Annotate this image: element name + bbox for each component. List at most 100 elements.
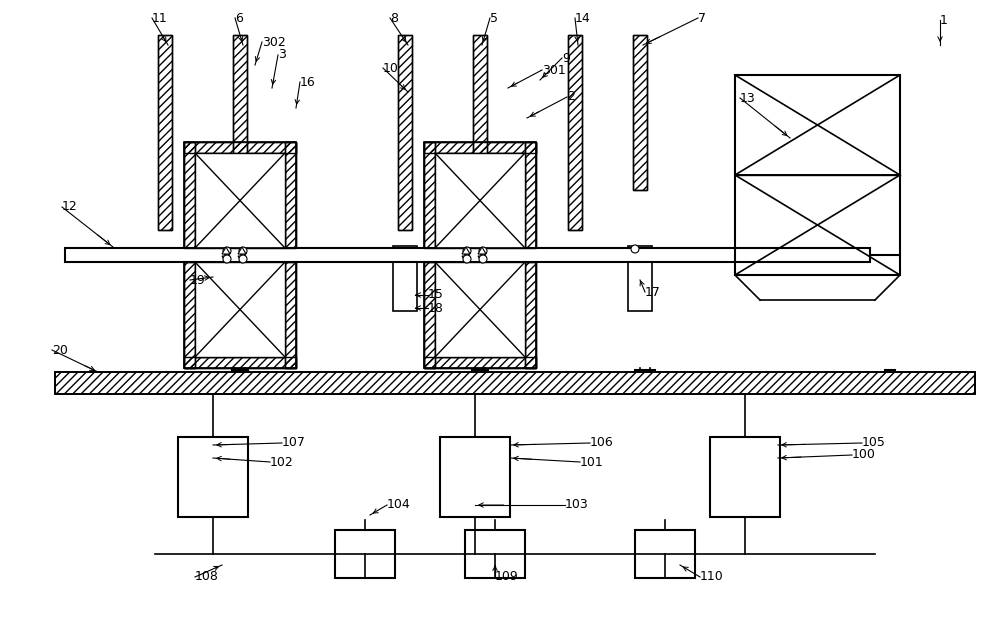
Text: 15: 15 — [428, 288, 444, 302]
Bar — [398, 35, 412, 230]
Bar — [440, 437, 510, 517]
Circle shape — [479, 255, 487, 263]
Bar — [184, 357, 296, 368]
Polygon shape — [222, 256, 230, 263]
Text: 302: 302 — [262, 36, 286, 48]
Bar — [710, 437, 780, 517]
Bar — [735, 175, 900, 275]
Bar — [158, 35, 172, 230]
Text: 100: 100 — [852, 448, 876, 461]
Bar — [424, 142, 435, 248]
Bar — [335, 530, 395, 578]
Text: 17: 17 — [645, 285, 661, 298]
Polygon shape — [478, 247, 486, 254]
Bar — [398, 35, 412, 230]
Bar — [473, 35, 487, 190]
Text: 104: 104 — [387, 498, 411, 512]
Bar — [55, 372, 975, 394]
Bar — [424, 142, 536, 248]
Text: 301: 301 — [542, 63, 566, 76]
Bar — [55, 372, 975, 394]
Bar — [424, 142, 536, 153]
Text: 8: 8 — [390, 11, 398, 24]
Bar — [195, 262, 285, 357]
Bar — [465, 530, 525, 578]
Bar — [568, 35, 582, 230]
Text: 2: 2 — [567, 90, 575, 103]
Polygon shape — [478, 256, 486, 263]
Polygon shape — [462, 256, 470, 263]
Bar — [55, 372, 975, 394]
Polygon shape — [238, 256, 246, 263]
Bar — [233, 35, 247, 190]
Text: 20: 20 — [52, 344, 68, 357]
Bar — [633, 35, 647, 190]
Bar — [184, 142, 195, 248]
Bar — [424, 262, 536, 368]
Bar — [184, 142, 195, 248]
Bar — [285, 262, 296, 368]
Bar — [424, 357, 536, 368]
Bar — [628, 246, 652, 311]
Bar — [424, 262, 435, 368]
Bar — [424, 142, 435, 248]
Bar — [184, 262, 195, 368]
Text: 1: 1 — [940, 14, 948, 26]
Circle shape — [631, 245, 639, 253]
Bar — [184, 142, 195, 248]
Circle shape — [223, 247, 231, 255]
Bar — [285, 142, 296, 248]
Bar — [285, 262, 296, 368]
Bar — [424, 262, 435, 368]
Bar — [184, 262, 195, 368]
Bar — [435, 153, 525, 248]
Bar — [735, 75, 900, 275]
Text: 19: 19 — [190, 273, 206, 287]
Text: 14: 14 — [575, 11, 591, 24]
Bar — [158, 35, 172, 230]
Bar — [568, 35, 582, 230]
Bar — [184, 142, 296, 153]
Bar — [158, 35, 172, 230]
Text: 13: 13 — [740, 92, 756, 105]
Text: 7: 7 — [698, 11, 706, 24]
Text: 3: 3 — [278, 48, 286, 61]
Text: 106: 106 — [590, 436, 614, 450]
Bar — [525, 142, 536, 248]
Bar — [424, 357, 536, 368]
Bar — [525, 142, 536, 248]
Polygon shape — [222, 247, 230, 254]
Circle shape — [479, 247, 487, 255]
Text: 108: 108 — [195, 571, 219, 584]
Bar — [178, 437, 248, 517]
Bar — [285, 142, 296, 248]
Bar — [525, 142, 536, 248]
Bar — [424, 142, 536, 153]
Bar — [424, 142, 435, 248]
Bar — [184, 357, 296, 368]
Bar — [184, 262, 195, 368]
Text: 11: 11 — [152, 11, 168, 24]
Bar — [735, 75, 900, 175]
Bar — [233, 35, 247, 190]
Bar — [424, 142, 536, 153]
Text: 18: 18 — [428, 302, 444, 315]
Circle shape — [463, 247, 471, 255]
Circle shape — [239, 255, 247, 263]
Text: 12: 12 — [62, 201, 78, 214]
Bar — [285, 262, 296, 368]
Text: 110: 110 — [700, 571, 724, 584]
Bar — [184, 357, 296, 368]
Bar — [633, 35, 647, 190]
Text: 5: 5 — [490, 11, 498, 24]
Text: 101: 101 — [580, 455, 604, 468]
Bar — [525, 262, 536, 368]
Bar — [473, 35, 487, 190]
Bar — [633, 35, 647, 190]
Bar — [285, 142, 296, 248]
Text: 103: 103 — [565, 498, 589, 512]
Bar — [184, 142, 296, 248]
Bar — [65, 248, 870, 262]
Text: 105: 105 — [862, 436, 886, 450]
Text: 107: 107 — [282, 436, 306, 450]
